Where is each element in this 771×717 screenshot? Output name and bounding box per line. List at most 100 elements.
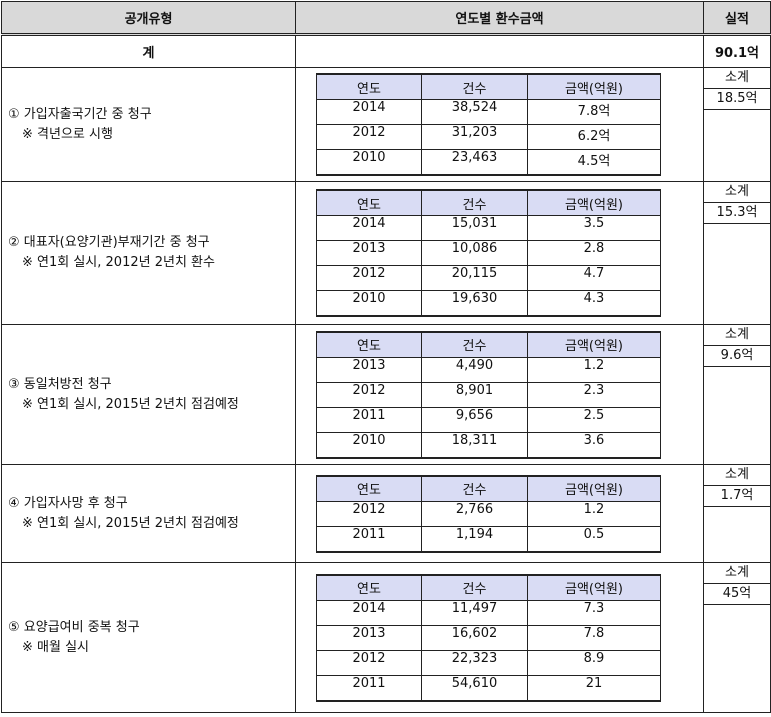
col-header-amount: 금액(억원)	[527, 474, 661, 502]
count-cell: 10,086	[421, 240, 528, 266]
subtotal-value: 45억	[704, 584, 770, 605]
yearly-table: 연도 건수 금액(억원) 2014 11,497 7.3 2013 16,602 7.8 2012…	[316, 573, 661, 702]
year-cell: 2012	[316, 265, 422, 291]
subtotal-cell: 소계 1.7억	[703, 464, 771, 563]
header-row: 공개유형 연도별 환수금액 실적	[1, 1, 771, 35]
header-type: 공개유형	[1, 1, 296, 35]
section-row: ③ 동일처방전 청구 ※ 연1회 실시, 2015년 2년치 점검예정 연도 건수 금액…	[1, 324, 771, 465]
count-cell: 4,490	[421, 357, 528, 383]
year-cell: 2012	[316, 124, 422, 150]
section-description: ② 대표자(요양기관)부재기간 중 청구 ※ 연1회 실시, 2012년 2년치 …	[1, 181, 296, 325]
table-row: 2013 10,086 2.8	[316, 240, 661, 266]
amount-cell: 8.9	[527, 650, 661, 676]
amount-cell: 6.2억	[527, 124, 661, 150]
count-cell: 11,497	[421, 600, 528, 626]
table-row: 2010 23,463 4.5억	[316, 149, 661, 176]
yearly-table: 연도 건수 금액(억원) 2013 4,490 1.2 2012 8,901 2.3 2011 9,…	[316, 330, 661, 459]
total-label: 계	[1, 33, 296, 68]
table-row: 2012 22,323 8.9	[316, 650, 661, 676]
table-row: 2011 54,610 21	[316, 675, 661, 702]
section-title: ② 대표자(요양기관)부재기간 중 청구	[8, 235, 210, 250]
table-row: 2010 18,311 3.6	[316, 432, 661, 459]
section-description: ① 가입자출국기간 중 청구 ※ 격년으로 시행	[1, 67, 296, 182]
subtotal-label: 소계	[704, 182, 770, 203]
amount-cell: 21	[527, 675, 661, 702]
table-row: 2010 19,630 4.3	[316, 290, 661, 317]
yearly-cell: 연도 건수 금액(억원) 2012 2,766 1.2 2011 1,194 0.5	[295, 464, 704, 563]
section-note: ※ 연1회 실시, 2015년 2년치 점검예정	[22, 396, 239, 412]
amount-cell: 4.3	[527, 290, 661, 317]
amount-cell: 7.3	[527, 600, 661, 626]
table-row: 2012 20,115 4.7	[316, 265, 661, 291]
col-header-amount: 금액(억원)	[527, 73, 661, 100]
table-row: 2013 16,602 7.8	[316, 625, 661, 651]
subtotal-value: 18.5억	[704, 89, 770, 110]
col-header-count: 건수	[421, 330, 528, 358]
year-cell: 2012	[316, 382, 422, 408]
amount-cell: 4.7	[527, 265, 661, 291]
section-row: ① 가입자출국기간 중 청구 ※ 격년으로 시행 연도 건수 금액(억원) 2014 38,…	[1, 67, 771, 182]
table-row: 2012 31,203 6.2억	[316, 124, 661, 150]
amount-cell: 2.8	[527, 240, 661, 266]
year-cell: 2014	[316, 99, 422, 125]
col-header-amount: 금액(억원)	[527, 189, 661, 216]
section-title: ⑤ 요양급여비 중복 청구	[8, 619, 140, 635]
col-header-amount: 금액(억원)	[527, 330, 661, 358]
section-description: ③ 동일처방전 청구 ※ 연1회 실시, 2015년 2년치 점검예정	[1, 324, 296, 465]
year-cell: 2014	[316, 600, 422, 626]
table-row: 2014 38,524 7.8억	[316, 99, 661, 125]
amount-cell: 1.2	[527, 357, 661, 383]
year-cell: 2011	[316, 407, 422, 433]
count-cell: 8,901	[421, 382, 528, 408]
count-cell: 9,656	[421, 407, 528, 433]
table-row: 2012 2,766 1.2	[316, 501, 661, 527]
year-cell: 2013	[316, 240, 422, 266]
table-row: 2014 11,497 7.3	[316, 600, 661, 626]
col-header-amount: 금액(억원)	[527, 573, 661, 601]
amount-cell: 3.6	[527, 432, 661, 459]
amount-cell: 2.5	[527, 407, 661, 433]
section-title: ① 가입자출국기간 중 청구	[8, 106, 152, 122]
section-note: ※ 격년으로 시행	[22, 126, 113, 142]
sections-body: ① 가입자출국기간 중 청구 ※ 격년으로 시행 연도 건수 금액(억원) 2014 38,…	[1, 67, 771, 713]
col-header-count: 건수	[421, 189, 528, 216]
yearly-cell: 연도 건수 금액(억원) 2013 4,490 1.2 2012 8,901 2.3 2011 9,…	[295, 324, 704, 465]
section-note: ※ 매월 실시	[22, 639, 89, 655]
header-yearly: 연도별 환수금액	[295, 1, 704, 35]
subtotal-label: 소계	[704, 325, 770, 346]
year-cell: 2013	[316, 357, 422, 383]
section-note: ※ 연1회 실시, 2012년 2년치 환수	[22, 255, 215, 270]
section-row: ② 대표자(요양기관)부재기간 중 청구 ※ 연1회 실시, 2012년 2년치 …	[1, 181, 771, 325]
section-title: ③ 동일처방전 청구	[8, 376, 112, 392]
year-cell: 2012	[316, 650, 422, 676]
subtotal-value: 15.3억	[704, 203, 770, 224]
year-cell: 2010	[316, 432, 422, 459]
total-empty	[295, 33, 704, 68]
yearly-cell: 연도 건수 금액(억원) 2014 38,524 7.8억 2012 31,203 6.2억 20…	[295, 67, 704, 182]
yearly-table: 연도 건수 금액(억원) 2014 38,524 7.8억 2012 31,203 6.2억 20…	[316, 73, 661, 176]
section-note: ※ 연1회 실시, 2015년 2년치 점검예정	[22, 515, 239, 531]
yearly-table: 연도 건수 금액(억원) 2014 15,031 3.5 2013 10,086 2.8 2012…	[316, 189, 661, 317]
count-cell: 54,610	[421, 675, 528, 702]
col-header-year: 연도	[316, 73, 422, 100]
yearly-cell: 연도 건수 금액(억원) 2014 11,497 7.3 2013 16,602 7.8 2012…	[295, 562, 704, 713]
count-cell: 19,630	[421, 290, 528, 317]
count-cell: 38,524	[421, 99, 528, 125]
subtotal-value: 1.7억	[704, 486, 770, 507]
subtotal-cell: 소계 9.6억	[703, 324, 771, 465]
amount-cell: 3.5	[527, 215, 661, 241]
year-cell: 2011	[316, 675, 422, 702]
count-cell: 15,031	[421, 215, 528, 241]
count-cell: 31,203	[421, 124, 528, 150]
year-cell: 2011	[316, 526, 422, 553]
amount-cell: 0.5	[527, 526, 661, 553]
col-header-count: 건수	[421, 73, 528, 100]
subtotal-value: 9.6억	[704, 346, 770, 367]
section-description: ⑤ 요양급여비 중복 청구 ※ 매월 실시	[1, 562, 296, 713]
section-row: ④ 가입자사망 후 청구 ※ 연1회 실시, 2015년 2년치 점검예정 연도 건수…	[1, 464, 771, 563]
amount-cell: 7.8	[527, 625, 661, 651]
table-row: 2011 9,656 2.5	[316, 407, 661, 433]
amount-cell: 1.2	[527, 501, 661, 527]
